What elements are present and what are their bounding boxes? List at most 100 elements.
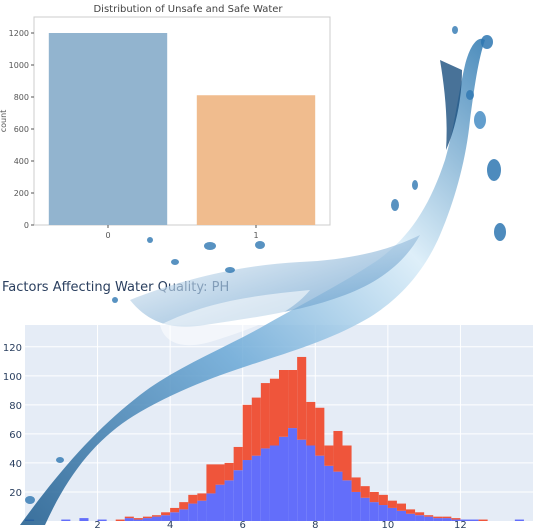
histogram-bar-series-a [352,492,361,521]
histogram-bar-series-a [433,518,442,521]
histogram-y-tick-label: 60 [9,430,22,441]
histogram-bar-series-b [388,501,397,508]
histogram-bar-series-b [161,512,170,515]
histogram-bar-series-b [134,518,143,519]
histogram-y-tick-label: 100 [3,372,22,383]
histogram-bar-series-b [433,517,442,518]
histogram-bar-series-a [143,518,152,521]
histogram-bar-series-b [406,509,415,513]
histogram-bar-series-b [216,464,225,484]
histogram-bar-series-b [343,446,352,481]
bar-x-tick-label: 1 [253,231,258,240]
bar-1 [197,95,315,225]
histogram-bar-series-a [515,520,524,521]
histogram-bar-series-b [206,464,215,493]
histogram-bar-series-a [270,446,279,521]
bar-x-tick-label: 0 [105,231,110,240]
histogram-bar-series-b [152,515,161,516]
histogram-bar-series-b [252,398,261,456]
histogram-bar-series-a [288,428,297,521]
histogram-bar-series-b [225,463,234,480]
histogram-bar-series-a [343,480,352,521]
bar-y-tick-label: 1000 [9,61,29,70]
histogram-bar-series-a [206,493,215,521]
bar-y-axis-label: count [0,110,8,133]
histogram-bar-series-a [397,511,406,521]
histogram-bar-series-b [333,431,342,472]
histogram-bar-series-b [370,492,379,502]
bar-y-tick-label: 800 [14,93,29,102]
histogram-bar-series-a [261,448,270,521]
histogram-bar-series-a [424,517,433,521]
histogram-bar-series-a [470,520,479,521]
histogram-bar-series-a [225,480,234,521]
histogram-bar-series-a [406,514,415,521]
histogram-bar-series-b [424,515,433,516]
histogram-bar-series-a [315,456,324,521]
histogram-bar-series-a [125,518,134,521]
histogram-bar-series-b [243,405,252,460]
histogram-bar-series-a [79,518,88,521]
histogram-y-tick-label: 80 [9,401,22,412]
histogram-bar-series-a [25,520,34,521]
histogram-bar-series-a [333,472,342,521]
histogram-bar-series-b [379,495,388,505]
histogram-bar-series-b [442,517,451,518]
histogram-bar-series-b [397,504,406,511]
histogram-bar-series-a [379,505,388,521]
histogram-x-tick-label: 6 [240,520,246,529]
histogram-bar-series-b [279,370,288,437]
histogram-bar-series-a [216,485,225,521]
histogram-bar-series-a [252,456,261,521]
histogram-x-tick-label: 12 [454,520,467,529]
histogram-y-tick-label: 120 [3,343,22,354]
histogram-bar-series-a [61,520,70,521]
bar-y-tick-label: 200 [14,189,29,198]
histogram-bar-series-a [134,520,143,521]
histogram-y-tick-label: 40 [9,459,22,470]
histogram-x-tick-label: 4 [167,520,173,529]
histogram-bar-series-b [324,446,333,466]
histogram-bar-series-b [479,520,488,521]
histogram-x-tick-label: 2 [94,520,100,529]
histogram-bar-series-b [179,502,188,509]
histogram-bar-series-b [197,493,206,500]
histogram-bar-series-b [170,508,179,512]
histogram-bar-series-b [125,517,134,518]
histogram-bar-series-a [279,437,288,521]
histogram-bar-series-b [270,379,279,446]
histogram-bar-series-a [243,460,252,521]
histogram-x-tick-label: 10 [381,520,394,529]
histogram-bar-series-a [306,446,315,521]
histogram-bar-series-b [143,517,152,518]
histogram-bar-series-b [116,520,125,521]
histogram-bar-series-a [188,504,197,521]
bar-y-tick-label: 1200 [9,29,29,38]
histogram-bar-series-b [261,383,270,448]
bar-y-tick-label: 0 [24,221,29,230]
bar-0 [49,33,167,225]
histogram-bar-series-a [197,501,206,521]
histogram-bar-series-a [152,517,161,521]
bar-y-tick-label: 600 [14,125,29,134]
histogram-bar-series-b [361,486,370,498]
histogram-title: Factors Affecting Water Quality: PH [2,280,229,295]
bar-y-tick-label: 400 [14,157,29,166]
histogram-bar-series-a [297,440,306,521]
histogram-bar-series-b [306,402,315,446]
histogram-bar-series-a [370,502,379,521]
unsafe-safe-bar-chart: Distribution of Unsafe and Safe Water co… [0,0,541,250]
histogram-bar-series-a [415,515,424,521]
histogram-bar-series-b [288,370,297,428]
histogram-bar-series-a [324,466,333,521]
bar-chart-title: Distribution of Unsafe and Safe Water [93,4,283,15]
histogram-bar-series-b [188,495,197,504]
histogram-bar-series-a [442,518,451,521]
histogram-bar-series-a [179,509,188,521]
histogram-y-tick-label: 20 [9,488,22,499]
histogram-bar-series-a [234,470,243,521]
histogram-bar-series-a [361,498,370,521]
histogram-bar-series-b [415,512,424,515]
ph-histogram-chart: Factors Affecting Water Quality: PH 20 40… [0,270,541,529]
histogram-bar-series-b [352,477,361,492]
